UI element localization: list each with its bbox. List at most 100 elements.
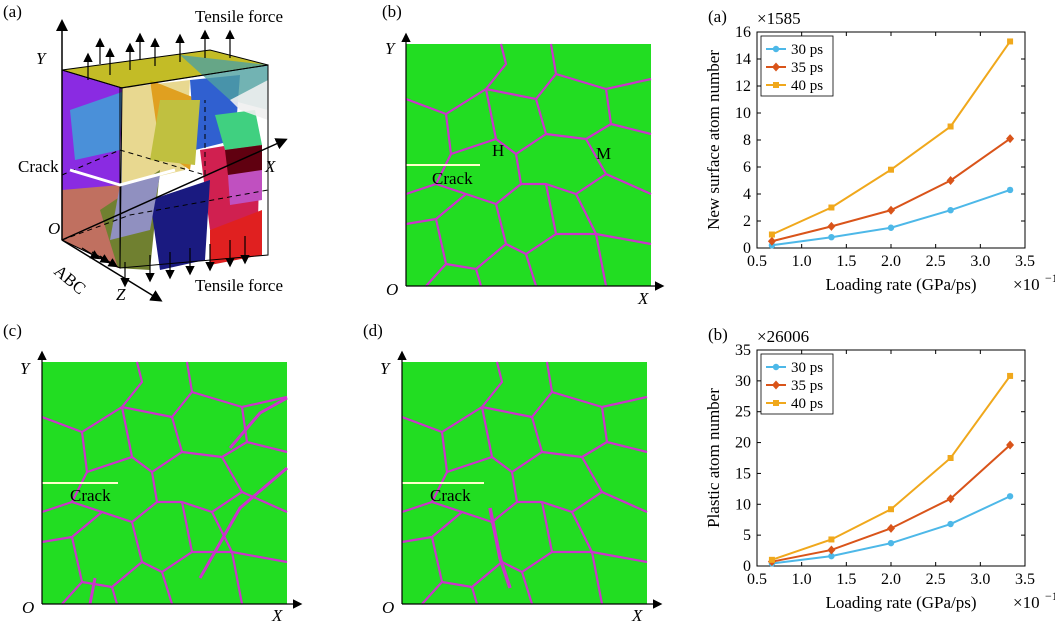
panel-b-crack-label: Crack	[432, 169, 473, 188]
legend-marker	[772, 380, 780, 390]
y-tick-label: 25	[735, 404, 751, 421]
data-point	[1006, 493, 1014, 500]
y-tick-label: 14	[735, 51, 751, 68]
data-point	[887, 539, 895, 547]
x-tick-label: 3.5	[1015, 571, 1035, 588]
chart-b-svg: (b) ×26006 0.5 1.0 1.5 2.0 2.5 3.0 3.5 0 5 10 15 20 25…	[704, 325, 1055, 612]
legend-marker	[772, 363, 780, 371]
grain-map-d-illustration	[397, 350, 663, 609]
crack-label: Crack	[18, 157, 59, 176]
panel-a-model: (a) Tensile force Tensile force Crack Y …	[0, 0, 310, 310]
panel-c-grain-map: (c) Crack Y X O	[0, 318, 310, 629]
x-axis-label: Loading rate (GPa/ps)	[825, 275, 976, 294]
x-exponent-power: −1	[1045, 271, 1055, 285]
data-point	[828, 234, 835, 241]
tensile-force-top-label: Tensile force	[195, 7, 284, 26]
legend-label: 30 ps	[791, 360, 823, 376]
y-tick-label: 35	[735, 342, 751, 359]
data-point	[768, 556, 775, 563]
chart-a-svg: (a) ×1585 0.5 1.0 1.5 2.0 2.5 3.0 3.5 0 2 4 6 8 10 12 14…	[704, 7, 1055, 294]
panel-b-marker-m: M	[596, 144, 612, 163]
y-multiplier: ×26006	[757, 327, 809, 346]
chart-new-surface-atoms: (a) ×1585 0.5 1.0 1.5 2.0 2.5 3.0 3.5 0 2 4 6 8 10 12 14…	[690, 0, 1055, 310]
x-exponent: ×10	[1013, 593, 1040, 612]
legend-label: 30 ps	[791, 42, 823, 58]
panel-c-label: (c)	[3, 321, 22, 340]
panel-b-origin: O	[386, 280, 399, 299]
grain-map-b-illustration	[401, 32, 665, 291]
data-point	[946, 176, 955, 185]
y-tick-label: 8	[743, 132, 751, 149]
x-tick-label: 2.5	[926, 253, 946, 270]
x-tick-label: 0.5	[747, 571, 767, 588]
chart-plastic-atoms: (b) ×26006 0.5 1.0 1.5 2.0 2.5 3.0 3.5 0 5 10 15 20 25…	[690, 318, 1055, 629]
data-point	[828, 552, 835, 560]
panel-d-grain-map: (d) Crack Y X O	[360, 318, 670, 629]
legend-marker	[773, 400, 779, 406]
panel-c-origin: O	[22, 598, 35, 617]
y-tick-label: 0	[743, 558, 751, 575]
axis-x-label: X	[265, 157, 276, 176]
legend-label: 40 ps	[791, 78, 823, 94]
data-point	[767, 236, 776, 246]
panel-d-axis-y: Y	[380, 359, 390, 378]
data-point	[888, 166, 894, 173]
axis-y-label: Y	[36, 49, 46, 68]
panel-b-grain-map: (b) Crack H M Y X O	[380, 0, 670, 310]
y-tick-label: 5	[743, 527, 751, 544]
y-axis-label: New surface atom number	[704, 50, 723, 230]
data-point	[946, 494, 955, 504]
x-tick-label: 1.0	[792, 571, 812, 588]
tensile-force-bottom-label: Tensile force	[195, 276, 284, 295]
chart-panel-label: (b)	[708, 325, 728, 344]
data-point	[768, 231, 775, 238]
x-tick-label: 3.5	[1015, 253, 1035, 270]
data-point	[827, 221, 836, 231]
y-tick-label: 2	[743, 213, 751, 230]
chart-panel-label: (a)	[708, 7, 727, 26]
legend-label: 40 ps	[791, 396, 823, 412]
x-tick-label: 0.5	[747, 253, 767, 270]
y-tick-label: 0	[743, 240, 751, 257]
x-axis-label: Loading rate (GPa/ps)	[825, 593, 976, 612]
y-tick-label: 10	[735, 496, 751, 513]
data-point	[947, 520, 954, 528]
data-point	[887, 224, 895, 231]
legend-marker	[772, 62, 780, 72]
data-point	[947, 455, 954, 461]
x-tick-label: 1.0	[792, 253, 812, 270]
panel-b-marker-h: H	[492, 141, 505, 160]
y-tick-label: 30	[735, 373, 751, 390]
panel-d-axis-x: X	[632, 606, 643, 625]
data-point	[947, 207, 954, 214]
x-exponent-power: −1	[1045, 589, 1055, 603]
panel-c-crack-label: Crack	[70, 486, 111, 505]
panel-d-label: (d)	[363, 321, 383, 340]
data-point	[1007, 38, 1014, 45]
axis-z-label: Z	[116, 285, 126, 304]
y-tick-label: 20	[735, 435, 751, 452]
data-point	[887, 205, 895, 215]
y-multiplier: ×1585	[757, 9, 801, 28]
x-tick-label: 3.0	[970, 253, 990, 270]
x-exponent: ×10	[1013, 275, 1040, 294]
legend-label: 35 ps	[791, 378, 823, 394]
panel-b-axis-y: Y	[385, 39, 395, 58]
x-tick-label: 1.5	[836, 571, 856, 588]
data-point	[1006, 134, 1015, 144]
y-tick-label: 6	[743, 159, 751, 176]
legend-label: 35 ps	[791, 60, 823, 76]
panel-c-axis-x: X	[272, 606, 283, 625]
legend-marker	[772, 45, 780, 53]
data-point	[828, 204, 835, 211]
y-tick-label: 15	[735, 465, 751, 482]
x-tick-label: 2.0	[881, 571, 901, 588]
y-axis-label: Plastic atom number	[704, 388, 723, 528]
data-point	[887, 523, 895, 533]
panel-d-crack-label: Crack	[430, 486, 471, 505]
y-tick-label: 12	[735, 78, 751, 95]
panel-b-axis-x: X	[638, 289, 649, 308]
x-tick-label: 3.0	[970, 571, 990, 588]
x-tick-label: 2.0	[881, 253, 901, 270]
data-point	[1006, 440, 1015, 450]
